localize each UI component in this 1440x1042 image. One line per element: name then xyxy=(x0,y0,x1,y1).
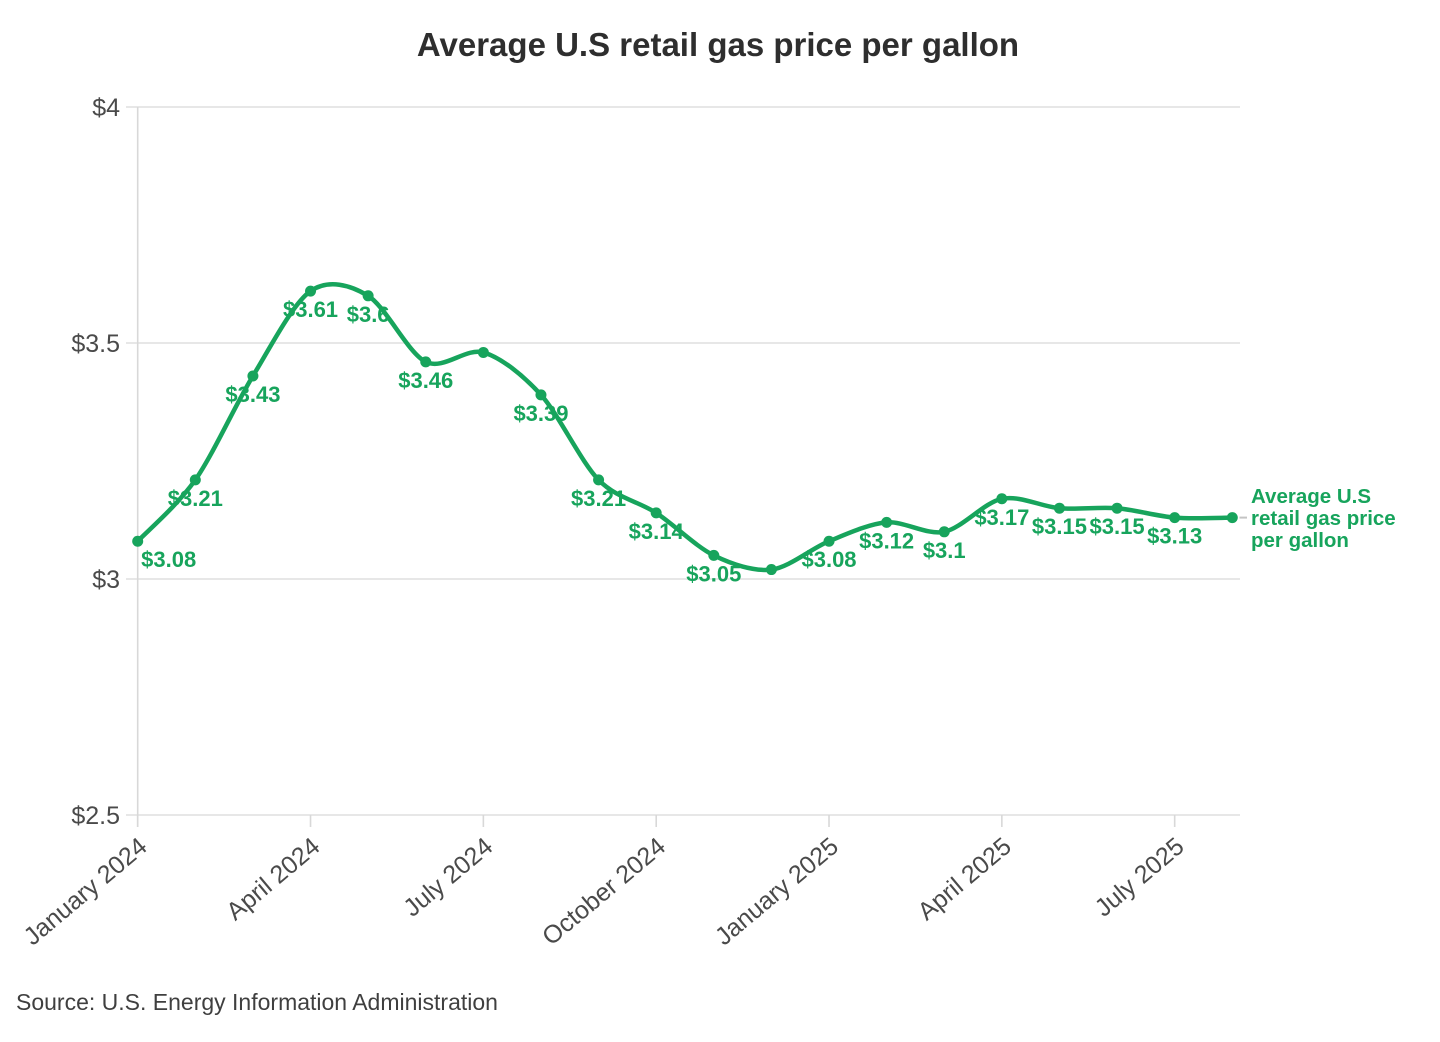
data-point-January 2025 xyxy=(823,535,835,547)
point-label-February 2024: $3.21 xyxy=(168,486,223,511)
data-point-July 2025 xyxy=(1169,512,1181,524)
legend-label-line-1: Average U.S xyxy=(1251,485,1371,508)
data-point-January 2024 xyxy=(132,535,144,547)
point-label-June 2024: $3.46 xyxy=(398,368,453,393)
data-point-labels: $3.08$3.21$3.43$3.61 $3.6$3.46$3.39$3.21$… xyxy=(141,297,1202,586)
x-tick-label: April 2024 xyxy=(221,832,325,926)
data-point-November 2024 xyxy=(708,549,720,561)
point-label-April 2025: $3.17 xyxy=(974,505,1029,530)
y-axis-labels: $2.5 $3 $3.5 $4 xyxy=(71,94,120,830)
point-label-September 2024: $3.21 xyxy=(571,486,626,511)
point-label-May 2025: $3.15 xyxy=(1032,514,1087,539)
point-label-June 2025: $3.15 xyxy=(1090,514,1145,539)
data-point-August 2025 xyxy=(1226,512,1238,524)
point-label-January 2024: $3.08 xyxy=(141,547,196,572)
point-label-May 2024: $3.6 xyxy=(347,302,390,327)
data-point-June 2024 xyxy=(420,356,432,368)
data-point-December 2024 xyxy=(765,564,777,576)
point-label-February 2025: $3.12 xyxy=(859,528,914,553)
data-point-February 2025 xyxy=(881,516,893,528)
x-axis-labels: January 2024 April 2024 July 2024 October 2… xyxy=(18,832,1189,951)
y-tick-label: $2.5 xyxy=(71,802,120,830)
x-tick-label: January 2025 xyxy=(710,832,844,951)
data-point-April 2024 xyxy=(305,285,317,297)
point-label-October 2024: $3.14 xyxy=(629,519,685,544)
y-tick-label: $3.5 xyxy=(71,330,120,358)
x-tick-label: October 2024 xyxy=(537,832,671,951)
point-label-August 2024: $3.39 xyxy=(513,401,568,426)
gas-price-line xyxy=(135,282,1235,573)
point-label-July 2025: $3.13 xyxy=(1147,524,1202,549)
legend-label-line-3: per gallon xyxy=(1251,529,1349,552)
data-series xyxy=(132,282,1238,576)
data-point-March 2024 xyxy=(247,370,259,382)
x-tick-label: July 2025 xyxy=(1090,832,1190,922)
x-tick-label: January 2024 xyxy=(18,832,152,951)
y-tick-label: $4 xyxy=(92,94,120,122)
point-label-April 2024: $3.61 xyxy=(283,297,338,322)
point-label-November 2024: $3.05 xyxy=(686,561,741,586)
data-point-September 2024 xyxy=(593,474,605,486)
data-point-June 2025 xyxy=(1111,502,1123,514)
x-tick-label: April 2025 xyxy=(912,832,1016,926)
axes xyxy=(136,107,1176,827)
x-tick-label: July 2024 xyxy=(398,832,498,922)
y-tick-label: $3 xyxy=(92,566,120,594)
data-point-August 2024 xyxy=(535,389,547,401)
source-note: Source: U.S. Energy Information Administ… xyxy=(16,989,498,1015)
data-point-May 2025 xyxy=(1053,502,1065,514)
point-label-March 2024: $3.43 xyxy=(225,382,280,407)
data-point-May 2024 xyxy=(362,290,374,302)
point-label-March 2025: $3.1 xyxy=(923,538,966,563)
chart-title: Average U.S retail gas price per gallon xyxy=(417,26,1019,63)
gridlines xyxy=(126,106,1240,816)
series-legend: Average U.S retail gas price per gallon xyxy=(1239,485,1396,552)
data-point-October 2024 xyxy=(650,507,662,519)
data-point-July 2024 xyxy=(477,346,489,358)
data-point-February 2024 xyxy=(189,474,201,486)
data-point-April 2025 xyxy=(996,493,1008,505)
data-point-March 2025 xyxy=(938,526,950,538)
legend-label-line-2: retail gas price xyxy=(1251,507,1396,530)
point-label-January 2025: $3.08 xyxy=(801,547,856,572)
